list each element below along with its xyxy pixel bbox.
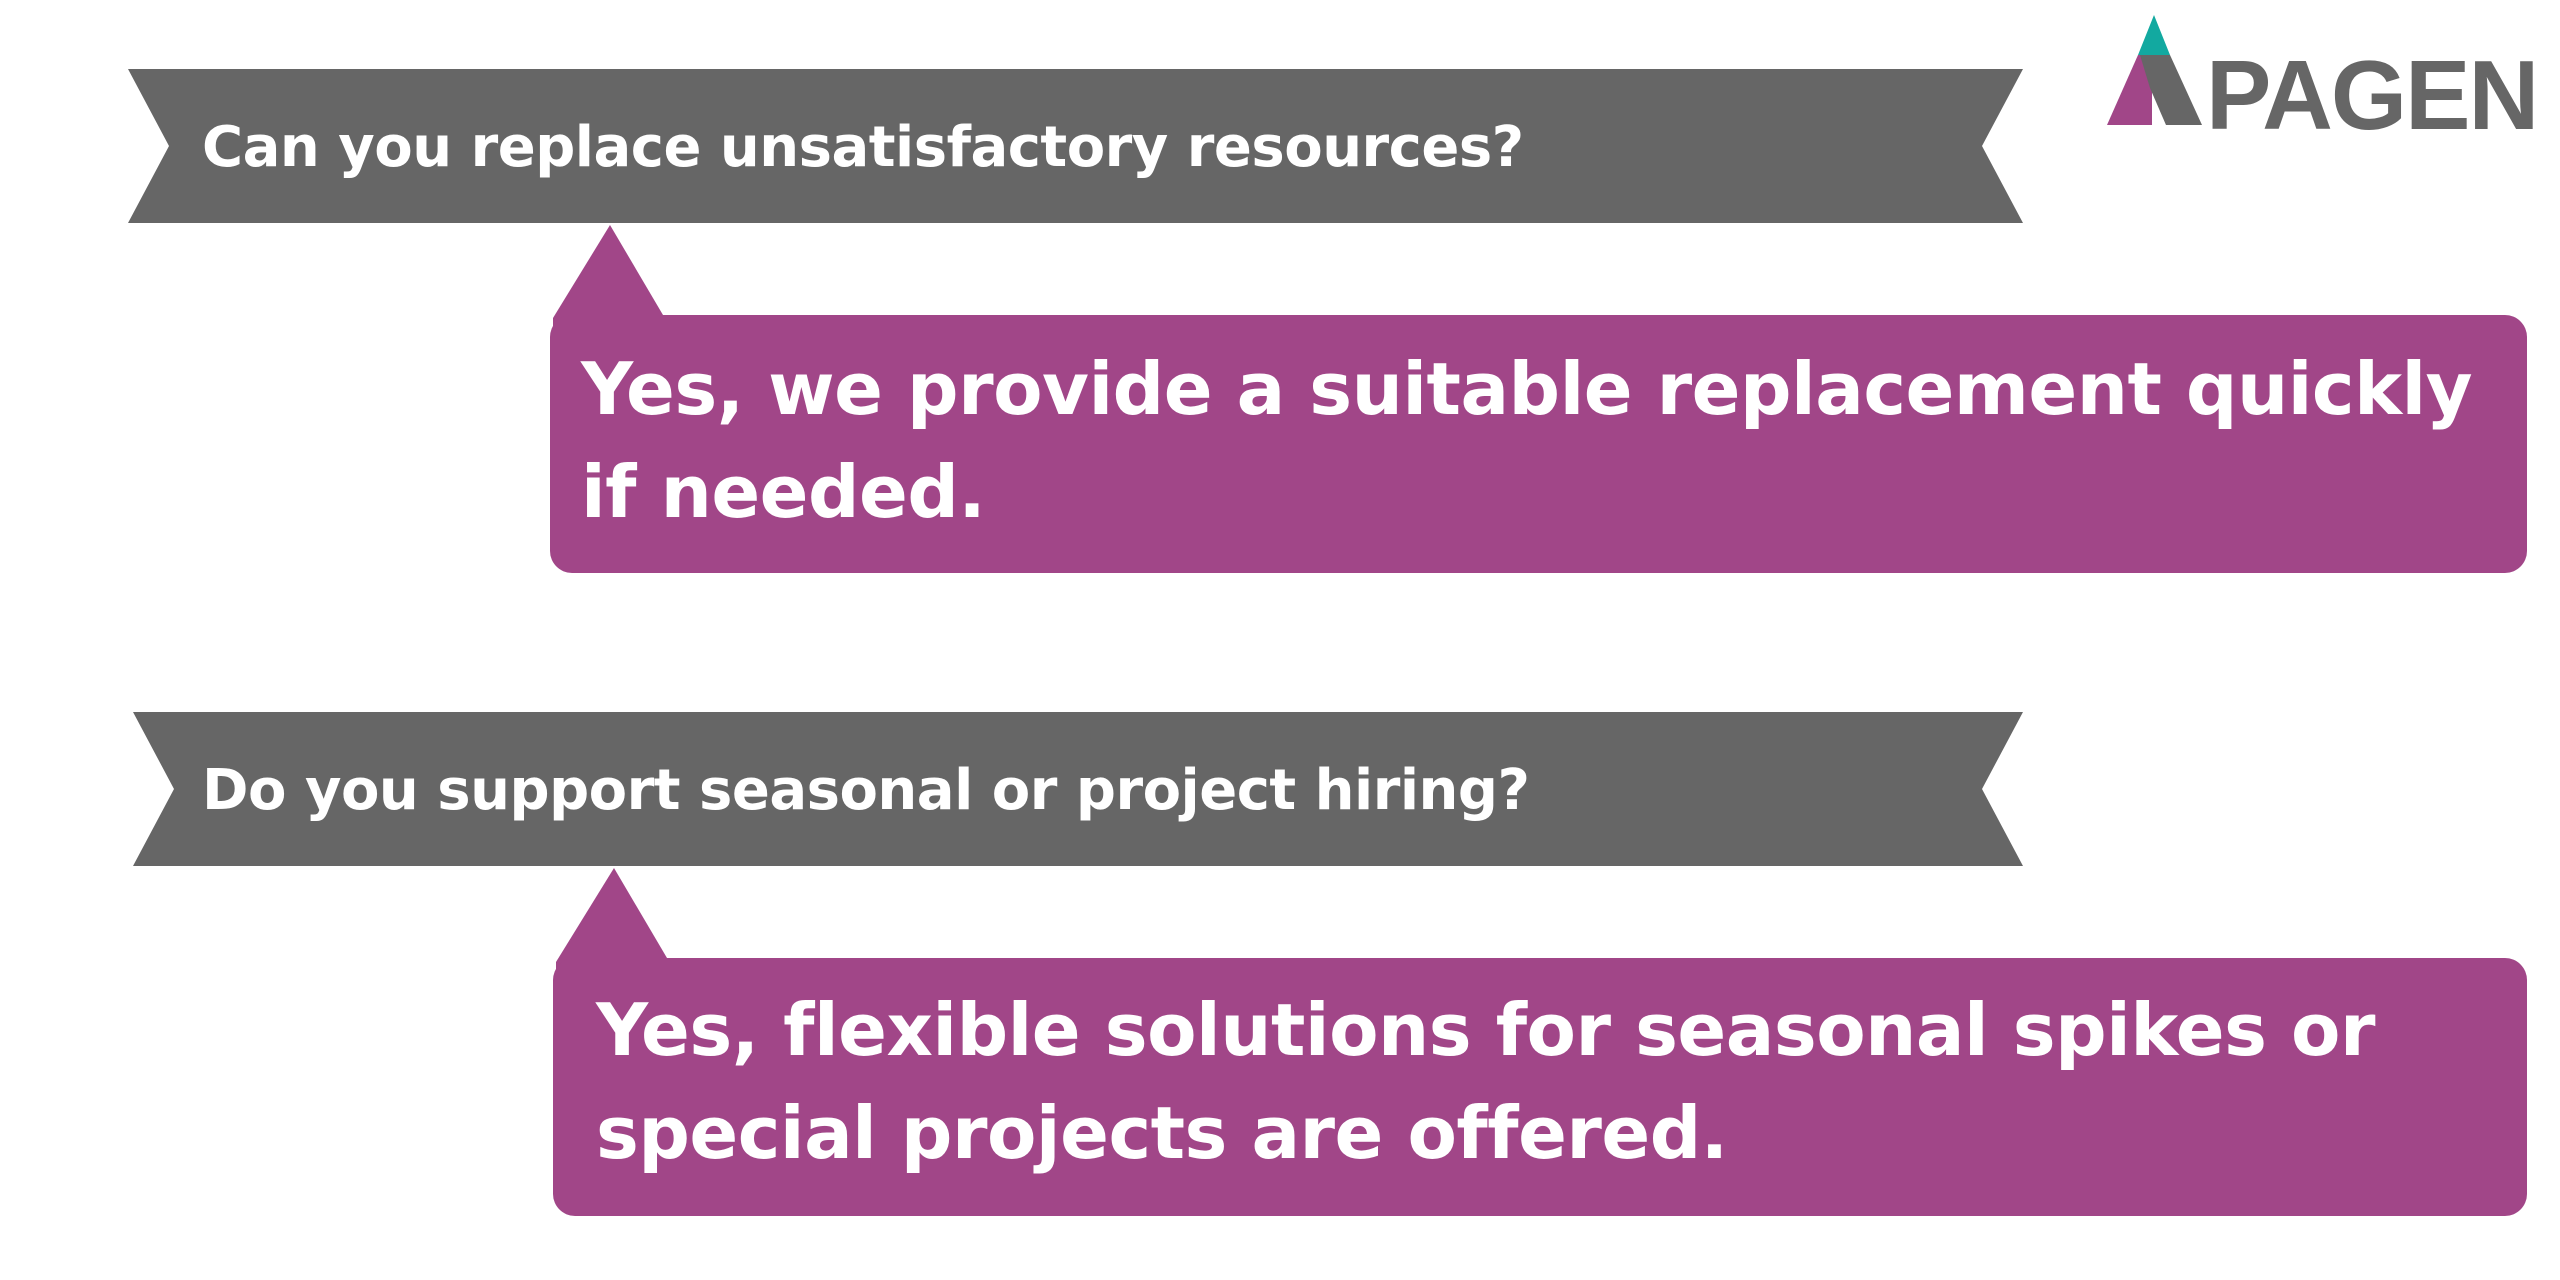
answer-box-1 — [550, 315, 2527, 573]
question-banner-1 — [128, 69, 2023, 223]
logo: PAGEN — [2206, 40, 2539, 150]
logo-triangle-icon — [2107, 15, 2202, 125]
answer-pointer-1 — [553, 225, 663, 328]
question-banner-2 — [133, 712, 2023, 866]
answer-2: Yes, flexible solutions for seasonal spi… — [596, 988, 2376, 1175]
answer-pointer-2 — [556, 868, 667, 972]
question-1: Can you replace unsatisfactory resources… — [202, 115, 1524, 180]
answer-1: Yes, we provide a suitable replacement q… — [581, 347, 2473, 534]
answer-box-2 — [553, 958, 2527, 1216]
question-2: Do you support seasonal or project hirin… — [202, 758, 1530, 823]
